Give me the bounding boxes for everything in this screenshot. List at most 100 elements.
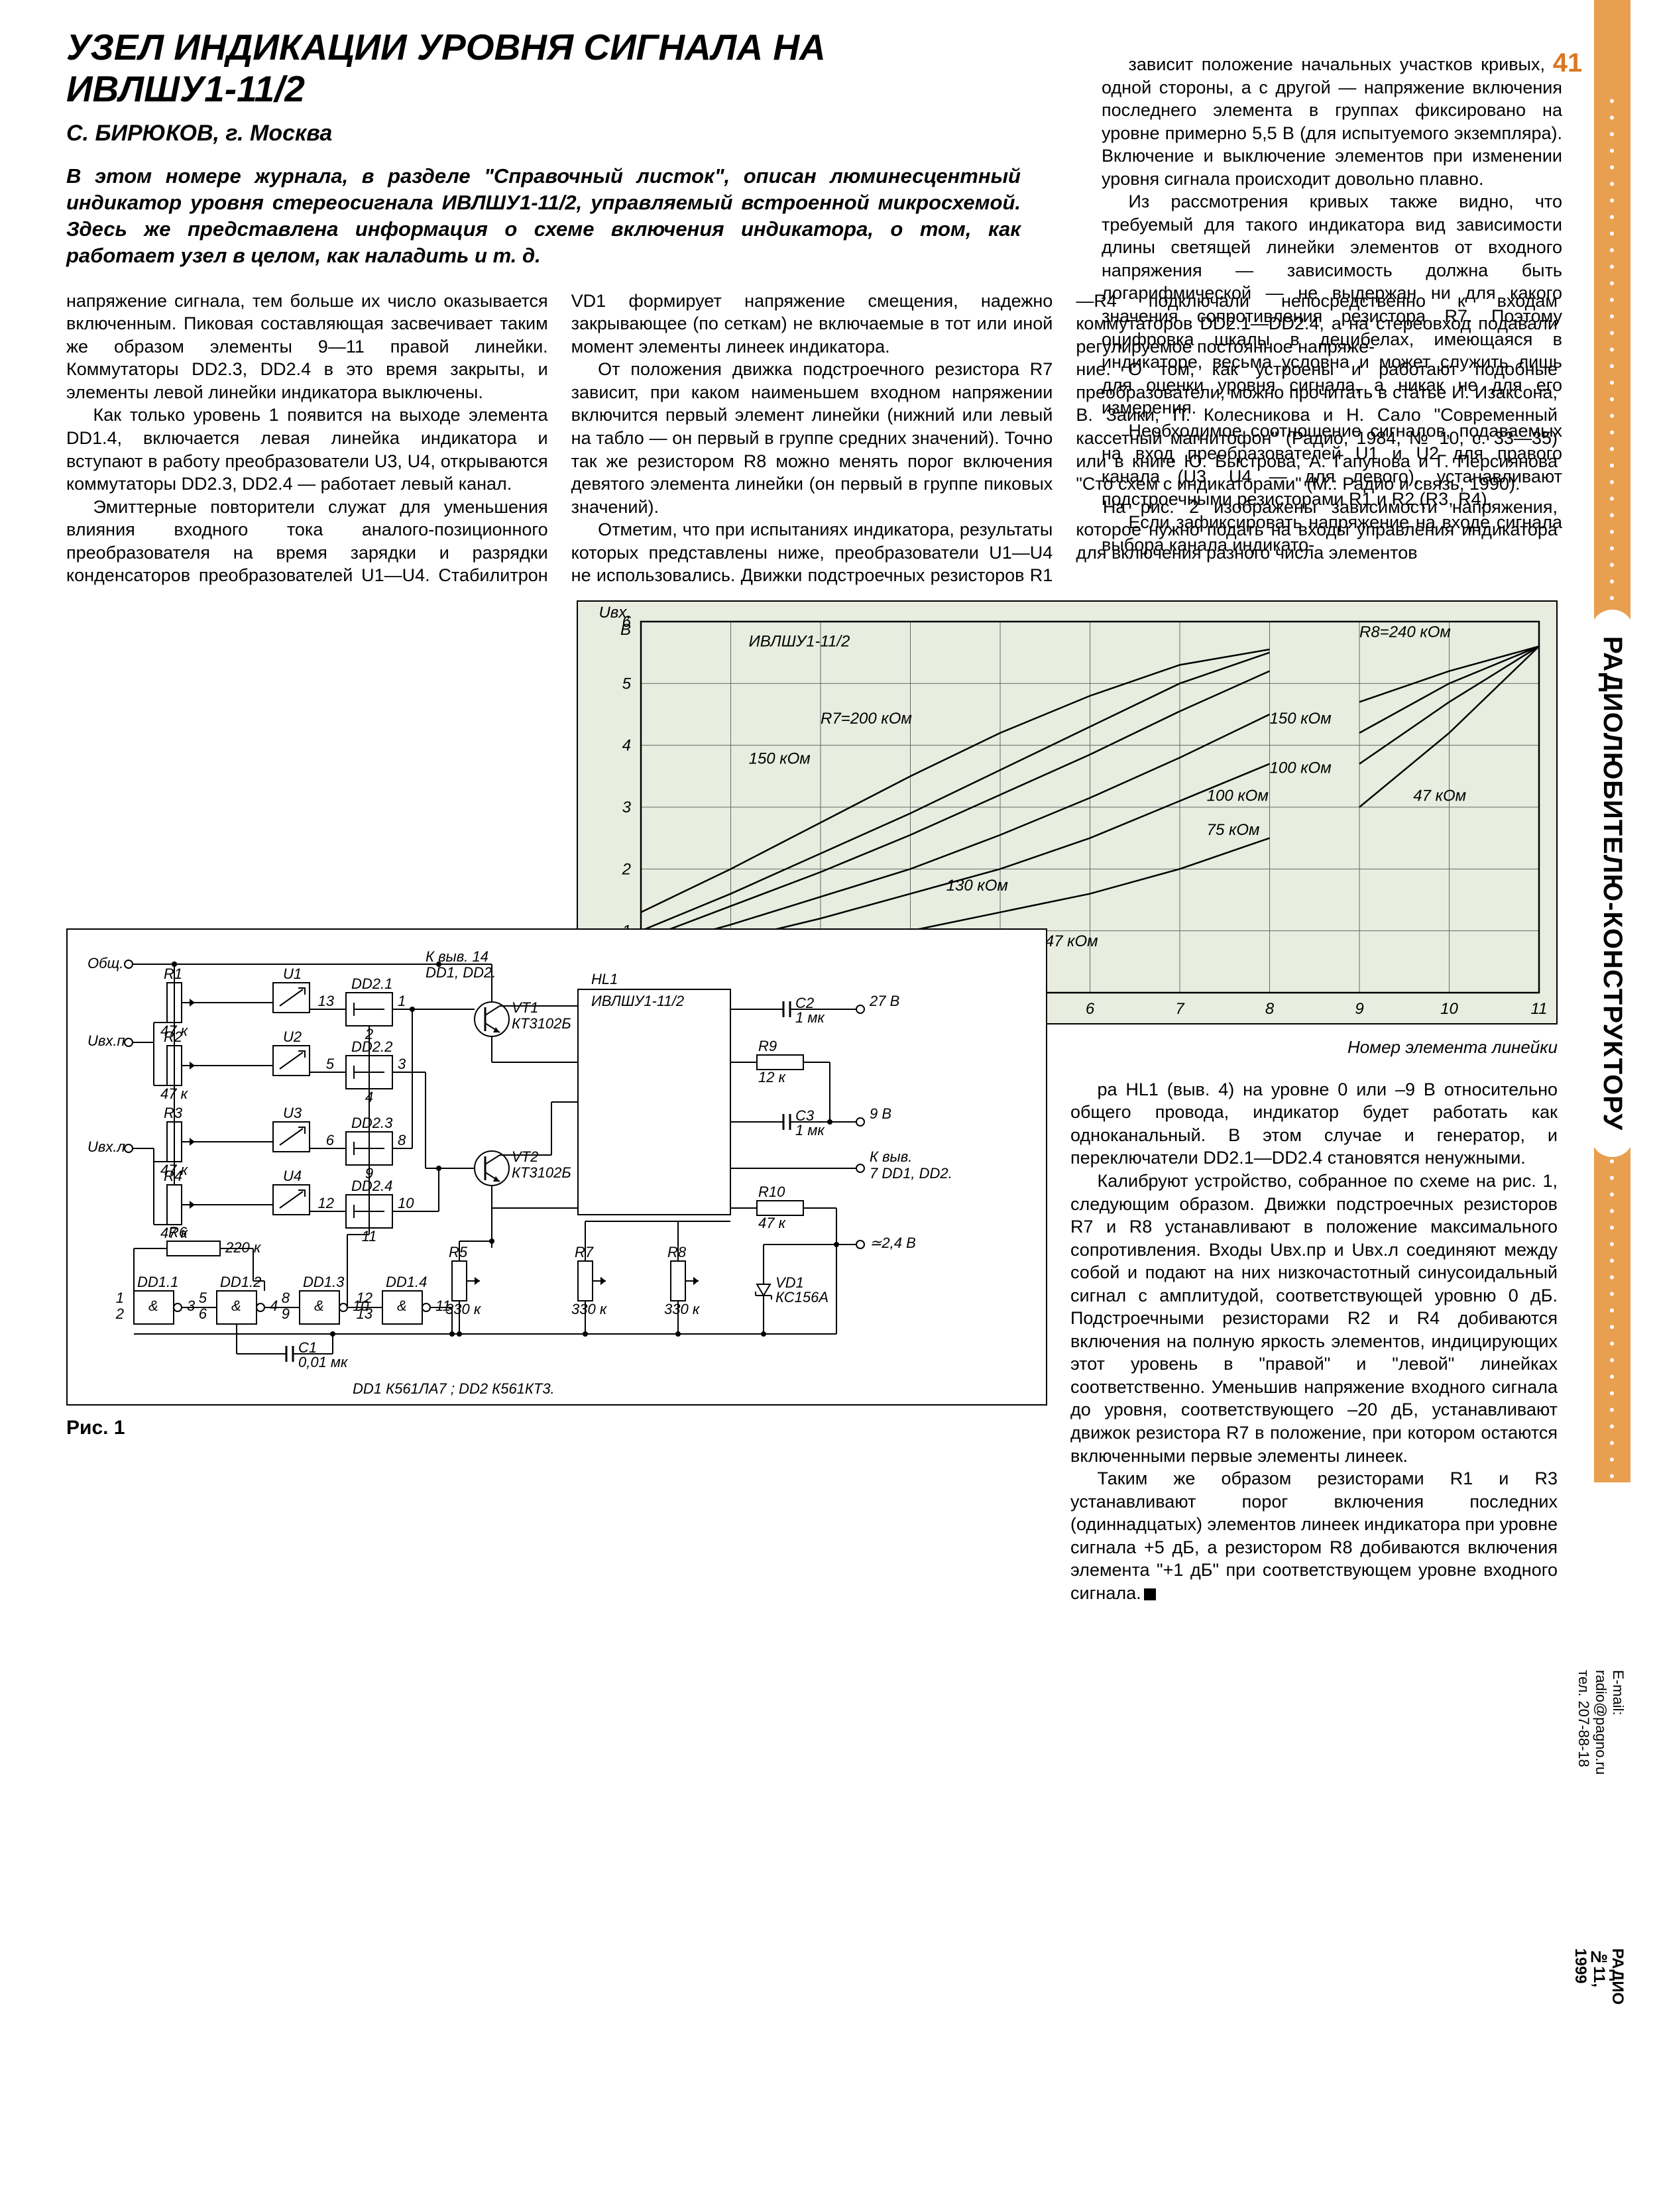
svg-text:HL1: HL1 <box>591 971 618 987</box>
svg-text:27 В: 27 В <box>869 993 899 1009</box>
svg-text:150 кОм: 150 кОм <box>1270 710 1332 728</box>
svg-text:2: 2 <box>115 1305 124 1322</box>
svg-text:R10: R10 <box>758 1184 785 1200</box>
body-paragraph: Калибруют устройство, собранное по схеме… <box>1070 1170 1558 1467</box>
svg-text:R4: R4 <box>164 1168 182 1184</box>
svg-text:R5: R5 <box>449 1244 468 1260</box>
svg-text:0,01 мк: 0,01 мк <box>298 1354 349 1370</box>
svg-text:150 кОм: 150 кОм <box>749 749 811 767</box>
svg-text:4: 4 <box>270 1298 278 1314</box>
svg-text:R7: R7 <box>575 1244 594 1260</box>
svg-text:12: 12 <box>318 1195 334 1211</box>
svg-text:9: 9 <box>1355 1000 1363 1018</box>
svg-text:330 к: 330 к <box>571 1301 608 1317</box>
svg-text:R6: R6 <box>168 1224 188 1241</box>
issue-label: РАДИО №11, 1999 <box>1566 1935 1632 2018</box>
svg-text:100 кОм: 100 кОм <box>1207 787 1269 804</box>
svg-text:R8=240 кОм: R8=240 кОм <box>1359 623 1451 641</box>
svg-text:VT2: VT2 <box>512 1148 538 1165</box>
svg-text:DD2.4: DD2.4 <box>351 1178 392 1194</box>
body-paragraph: Как только уровень 1 появится на выходе … <box>66 404 548 495</box>
svg-text:5: 5 <box>326 1056 335 1072</box>
svg-text:R7=200 кОм: R7=200 кОм <box>821 710 912 728</box>
svg-text:R1: R1 <box>164 966 182 982</box>
svg-text:8: 8 <box>398 1132 406 1148</box>
svg-text:5: 5 <box>622 675 632 692</box>
svg-text:12 к: 12 к <box>758 1069 787 1085</box>
svg-text:7: 7 <box>1175 1000 1185 1018</box>
svg-text:КТ3102Б: КТ3102Б <box>512 1164 571 1181</box>
article-content: зависит положение начальных участков кри… <box>66 27 1558 1439</box>
svg-text:U4: U4 <box>283 1168 302 1184</box>
svg-text:2: 2 <box>622 860 631 878</box>
svg-text:Uвх.л: Uвх.л <box>87 1138 125 1155</box>
svg-text:3: 3 <box>622 799 632 816</box>
svg-text:DD2.3: DD2.3 <box>351 1115 393 1131</box>
svg-text:1 мк: 1 мк <box>795 1009 825 1026</box>
svg-text:47 к: 47 к <box>758 1215 787 1231</box>
page-number: 41 <box>1544 40 1591 86</box>
svg-text:К выв.: К выв. <box>870 1148 912 1165</box>
body-paragraph: Из рассмотрения кривых также видно, что … <box>1102 190 1562 419</box>
svg-text:DD1, DD2.: DD1, DD2. <box>426 964 496 981</box>
body-paragraph: От положения движка подстроечного резист… <box>571 358 1053 518</box>
section-label: РАДИОЛЮБИТЕЛЮ-КОНСТРУКТОРУ <box>1591 610 1634 1157</box>
svg-text:12: 12 <box>357 1290 372 1306</box>
svg-text:3: 3 <box>187 1298 196 1314</box>
svg-text:DD1.3: DD1.3 <box>303 1274 345 1290</box>
body-paragraph: Если зафиксировать напряжение на входе с… <box>1102 511 1562 557</box>
svg-text:DD1.2: DD1.2 <box>220 1274 261 1290</box>
svg-text:R8: R8 <box>667 1244 687 1260</box>
svg-text:К выв. 14: К выв. 14 <box>426 948 488 965</box>
svg-text:&: & <box>231 1298 241 1314</box>
svg-text:U3: U3 <box>283 1105 302 1121</box>
figure-1-wrapper: Общ.Uвх.пUвх.лR147 кR247 кR347 кR447 кU1… <box>66 928 1047 1439</box>
contact-label: E-mail: radio@pagno.ru тел. 207-88-18 <box>1570 1657 1632 1788</box>
svg-text:DD2.2: DD2.2 <box>351 1038 392 1055</box>
svg-text:DD1.1: DD1.1 <box>137 1274 178 1290</box>
svg-text:11: 11 <box>435 1298 451 1314</box>
svg-text:5: 5 <box>199 1290 207 1306</box>
svg-text:6: 6 <box>1086 1000 1095 1018</box>
svg-text:47 кОм: 47 кОм <box>1413 787 1466 804</box>
svg-text:U1: U1 <box>283 966 302 982</box>
svg-text:330 к: 330 к <box>445 1301 482 1317</box>
svg-text:КС156А: КС156А <box>775 1289 828 1305</box>
svg-text:DD2.1: DD2.1 <box>351 975 392 992</box>
svg-text:47 кОм: 47 кОм <box>1045 932 1098 950</box>
svg-text:13: 13 <box>318 993 335 1009</box>
body-paragraph: Таким же образом резисторами R1 и R3 уст… <box>1070 1467 1558 1604</box>
svg-text:8: 8 <box>1265 1000 1275 1018</box>
svg-text:330 к: 330 к <box>664 1301 701 1317</box>
svg-text:&: & <box>397 1298 407 1314</box>
article-title: УЗЕЛ ИНДИКАЦИИ УРОВНЯ СИГНАЛА НА ИВЛШУ1-… <box>66 27 961 111</box>
svg-text:ИВЛШУ1-11/2: ИВЛШУ1-11/2 <box>591 993 684 1009</box>
svg-text:&: & <box>148 1298 158 1314</box>
svg-text:&: & <box>314 1298 324 1314</box>
svg-text:1 мк: 1 мк <box>795 1122 825 1138</box>
end-marker-icon <box>1144 1588 1156 1600</box>
body-paragraph: напряжение сигнала, тем больше их число … <box>66 290 548 404</box>
svg-text:3: 3 <box>398 1056 406 1072</box>
svg-text:9 В: 9 В <box>870 1105 891 1122</box>
svg-text:U2: U2 <box>283 1028 302 1045</box>
svg-text:DD1 К561ЛА7 ; DD2 К561КТ3: DD1 К561ЛА7 ; DD2 К561КТ3. <box>353 1380 555 1397</box>
svg-text:VT1: VT1 <box>512 999 538 1016</box>
svg-text:1: 1 <box>116 1290 124 1306</box>
svg-text:≃2,4 В: ≃2,4 В <box>870 1235 916 1251</box>
top-right-column: зависит положение начальных участков кри… <box>1102 53 1562 557</box>
svg-text:7 DD1, DD2.: 7 DD1, DD2. <box>870 1165 952 1182</box>
svg-text:Общ.: Общ. <box>87 955 123 971</box>
right-column-continued: ра HL1 (выв. 4) на уровне 0 или –9 В отн… <box>1070 1078 1558 1605</box>
svg-text:8: 8 <box>282 1290 290 1306</box>
svg-text:75 кОм: 75 кОм <box>1207 821 1260 839</box>
body-paragraph: Необходимое соотношение сигналов, подава… <box>1102 419 1562 511</box>
svg-text:11: 11 <box>1531 1000 1548 1018</box>
svg-text:DD1.4: DD1.4 <box>386 1274 427 1290</box>
svg-text:1: 1 <box>398 993 406 1009</box>
svg-text:R9: R9 <box>758 1038 777 1054</box>
svg-text:КТ3102Б: КТ3102Б <box>512 1015 571 1032</box>
svg-text:10: 10 <box>1440 1000 1458 1018</box>
body-paragraph: зависит положение начальных участков кри… <box>1102 53 1562 190</box>
svg-text:100 кОм: 100 кОм <box>1270 759 1332 777</box>
